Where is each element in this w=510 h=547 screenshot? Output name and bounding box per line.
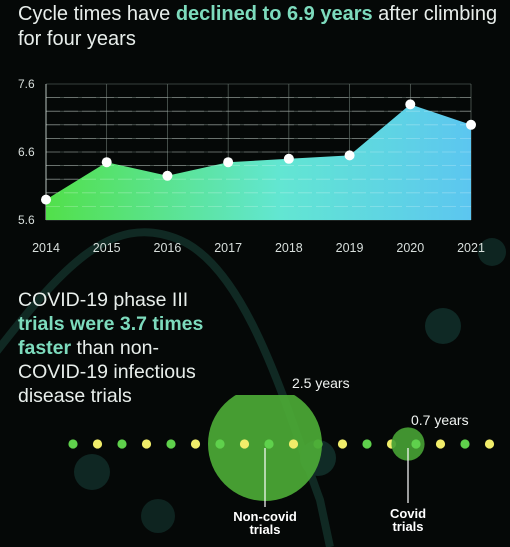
timeline-dot — [68, 439, 78, 449]
timeline-dot — [362, 439, 372, 449]
timeline-dot — [92, 439, 103, 449]
x-tick-label: 2021 — [457, 241, 485, 255]
data-point — [162, 170, 173, 181]
timeline-dot — [484, 439, 495, 449]
data-point — [283, 153, 294, 164]
x-tick-label: 2018 — [275, 241, 303, 255]
timeline-dot — [190, 439, 201, 449]
timeline-dot — [141, 439, 152, 449]
y-tick-label: 7.6 — [18, 77, 35, 91]
x-tick-label: 2015 — [93, 241, 121, 255]
data-point — [101, 157, 112, 168]
data-point — [344, 150, 355, 161]
covid-trials-statement: COVID-19 phase III trials were 3.7 times… — [18, 288, 208, 408]
timeline-dot — [460, 439, 470, 449]
non-covid-value-label: 2.5 years — [292, 375, 350, 391]
timeline-dot — [166, 439, 176, 449]
covid-category-label: Covid trials — [389, 506, 427, 534]
x-tick-label: 2014 — [32, 241, 60, 255]
x-tick-label: 2019 — [336, 241, 364, 255]
y-tick-label: 5.6 — [18, 213, 35, 227]
trial-duration-bubbles — [68, 395, 495, 507]
bubble-inner-dot — [288, 439, 299, 449]
chart-grid-overlay — [46, 97, 471, 207]
bubble-inner-dot — [411, 439, 421, 449]
non-covid-bubble — [208, 395, 322, 501]
headline-prefix: Cycle times have — [18, 3, 176, 25]
timeline-dot — [337, 439, 348, 449]
bubble-inner-dot — [264, 439, 274, 449]
cycle-time-area-chart: 7.6 6.6 5.6 2014 2015 2016 2017 2018 2019 2020 20… — [18, 77, 485, 255]
timeline-dot — [435, 439, 446, 449]
y-tick-label: 6.6 — [18, 145, 35, 159]
headline-highlight: declined to 6.9 years — [175, 3, 373, 25]
x-tick-label: 2016 — [154, 241, 182, 255]
x-tick-label: 2020 — [396, 241, 424, 255]
timeline-dot — [117, 439, 127, 449]
headline: Cycle times have declined to 6.9 years a… — [18, 2, 498, 52]
data-point — [223, 157, 234, 168]
story-suffix: than non-COVID-19 infectious disease tri… — [18, 337, 196, 407]
bubble-inner-dot — [215, 439, 225, 449]
non-covid-category-label: Non-covid trials — [233, 509, 297, 537]
headline-suffix: after climbing for four years — [18, 3, 498, 50]
covid-value-label: 0.7 years — [411, 412, 469, 428]
data-point — [466, 119, 476, 130]
bubble-inner-dot — [239, 439, 250, 449]
area-series — [46, 104, 471, 220]
data-point — [405, 99, 416, 110]
story-prefix: COVID-19 phase III — [18, 289, 189, 311]
data-point — [41, 194, 51, 205]
x-tick-label: 2017 — [214, 241, 242, 255]
covid-bubble — [391, 427, 425, 461]
story-highlight: trials were 3.7 times faster — [18, 313, 204, 359]
